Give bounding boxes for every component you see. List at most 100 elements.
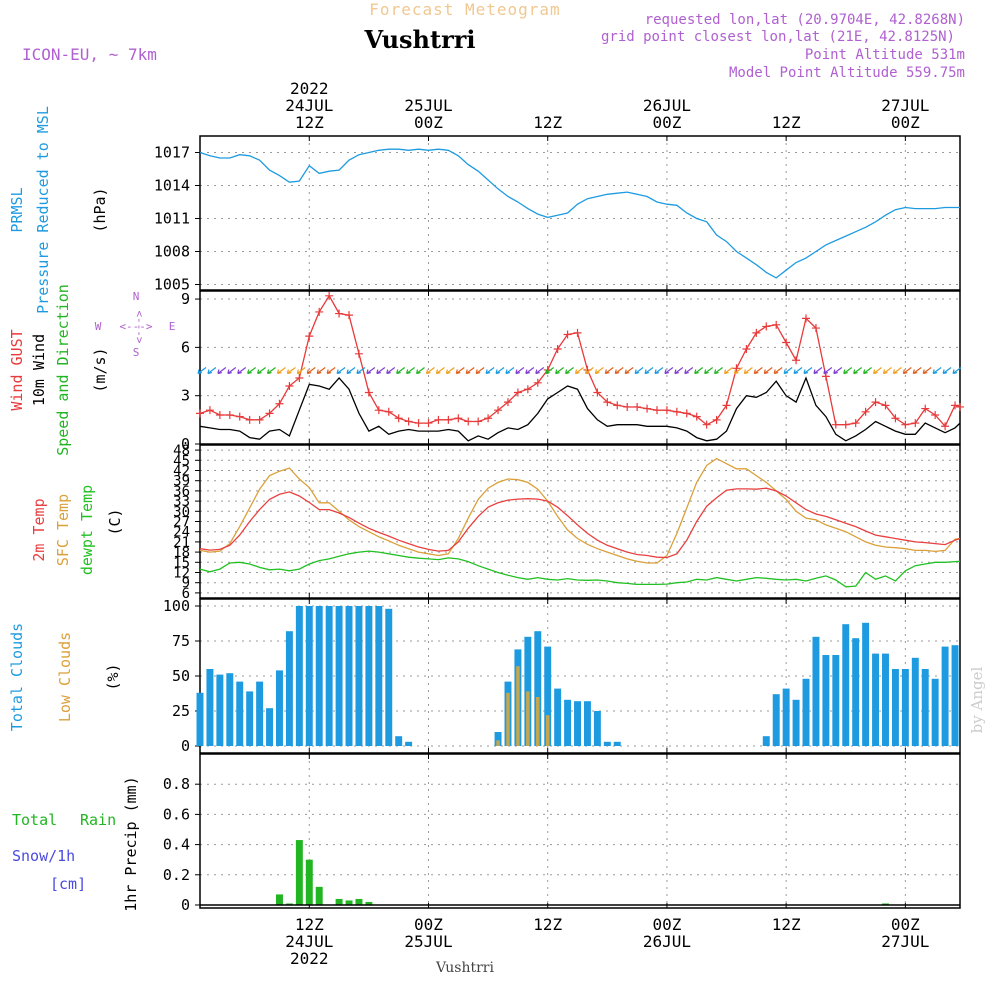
wind-direction-arrow bbox=[634, 367, 644, 375]
rain-bar bbox=[295, 840, 303, 905]
wind-direction-arrow bbox=[257, 367, 266, 375]
wind-direction-arrow bbox=[783, 367, 793, 375]
wind-direction-arrow bbox=[276, 367, 286, 375]
total-cloud-bar bbox=[762, 736, 770, 746]
wind-direction-arrow bbox=[247, 367, 257, 375]
wind-direction-arrow bbox=[346, 367, 356, 375]
y-tick-label: 0 bbox=[181, 435, 190, 453]
total-cloud-bar bbox=[375, 606, 383, 746]
clouds-panel: 0 25 50 75 100 bbox=[163, 597, 961, 755]
wind-direction-arrow bbox=[912, 367, 922, 375]
y-tick-label: 0.8 bbox=[163, 775, 190, 793]
wind-direction-arrow bbox=[505, 367, 515, 375]
total-cloud-bar bbox=[276, 670, 283, 746]
y-tick-label: 3 bbox=[181, 387, 190, 405]
compass-west: W bbox=[95, 320, 102, 333]
total-cloud-bar bbox=[593, 711, 601, 746]
wind-direction-arrow bbox=[485, 367, 495, 375]
wind-gust-point bbox=[474, 417, 483, 426]
wind-gust-point bbox=[374, 406, 383, 415]
temp-label-sfc: SFC Temp bbox=[54, 494, 72, 566]
total-cloud-bar bbox=[891, 669, 899, 746]
wind-gust-point bbox=[652, 406, 661, 415]
y-tick-label: 0.6 bbox=[163, 805, 190, 823]
wind-gust-point bbox=[662, 406, 671, 415]
wind-direction-arrow bbox=[694, 367, 704, 375]
wind-direction-arrow bbox=[296, 367, 306, 375]
wind-gust-point bbox=[414, 419, 423, 428]
total-cloud-bar bbox=[385, 608, 393, 746]
model-label: ICON-EU, ~ 7km bbox=[22, 45, 157, 64]
precip-label-rain: Rain bbox=[80, 811, 116, 829]
y-tick-label: 1008 bbox=[154, 243, 190, 261]
wind-gust-point bbox=[881, 401, 890, 410]
wind-label-gust: Wind GUST bbox=[8, 329, 26, 410]
total-cloud-bar bbox=[544, 646, 552, 746]
rain-bar bbox=[315, 886, 323, 905]
wind-gust-point bbox=[831, 420, 840, 429]
total-cloud-bar bbox=[564, 699, 572, 746]
total-cloud-bar bbox=[196, 692, 204, 746]
pressure-line bbox=[199, 148, 960, 279]
wind-gust-point bbox=[523, 385, 532, 394]
total-cloud-bar bbox=[335, 606, 343, 746]
total-cloud-bar bbox=[315, 606, 323, 746]
rain-bar bbox=[276, 894, 283, 905]
wind-gust-point bbox=[941, 422, 950, 431]
total-cloud-bar bbox=[951, 645, 959, 746]
wind-gust-point bbox=[593, 388, 602, 397]
wind-direction-arrow bbox=[396, 367, 406, 375]
y-tick-label: 48 bbox=[173, 443, 190, 459]
y-tick-label: 1014 bbox=[154, 177, 190, 195]
bottom-time-label: 00Z bbox=[891, 915, 920, 934]
wind-direction-arrow bbox=[465, 367, 475, 375]
wind-direction-arrow bbox=[823, 367, 833, 375]
wind-gust-point bbox=[494, 406, 503, 415]
wind-direction-arrow bbox=[574, 367, 584, 375]
wind-speed-line bbox=[199, 376, 961, 442]
precip-panel: 0 0.2 0.4 0.6 0.8 bbox=[163, 753, 961, 914]
wind-gust-point bbox=[742, 344, 751, 353]
wind-gust-point bbox=[811, 324, 820, 333]
wind-gust-point bbox=[682, 409, 691, 418]
wind-direction-arrow bbox=[535, 367, 545, 375]
wind-gust-point bbox=[444, 415, 453, 424]
wind-gust-point bbox=[802, 314, 811, 323]
wind-gust-point bbox=[464, 417, 473, 426]
rain-bar bbox=[285, 903, 293, 905]
total-cloud-bar bbox=[613, 741, 621, 746]
y-tick-label: 33 bbox=[173, 494, 190, 510]
wind-gust-point bbox=[712, 415, 721, 424]
wind-gust-point bbox=[533, 378, 542, 387]
panel-frame bbox=[199, 598, 961, 754]
y-tick-label: 45 bbox=[173, 453, 190, 469]
rain-bar bbox=[345, 900, 353, 905]
top-time-label: 2022 bbox=[290, 79, 329, 98]
wind-direction-arrow bbox=[763, 367, 773, 375]
compass-ns-arrow: <---> bbox=[133, 310, 146, 343]
wind-direction-arrow bbox=[932, 367, 942, 375]
total-cloud-bar bbox=[494, 732, 502, 746]
precip-label-cm: [cm] bbox=[50, 875, 86, 893]
wind-gust-point bbox=[434, 415, 443, 424]
info-point-altitude: Point Altitude 531m bbox=[805, 47, 965, 63]
wind-direction-arrow bbox=[604, 367, 614, 375]
total-cloud-bar bbox=[285, 631, 293, 746]
wind-gust-point bbox=[821, 372, 830, 381]
meteogram-subtitle: Forecast Meteogram bbox=[369, 0, 560, 19]
y-tick-label: 75 bbox=[172, 632, 190, 650]
wind-gust-point bbox=[484, 414, 493, 423]
wind-direction-arrow bbox=[753, 367, 763, 375]
total-cloud-bar bbox=[216, 674, 224, 746]
info-model-altitude: Model Point Altitude 559.75m bbox=[729, 65, 965, 81]
temp-2m-line bbox=[199, 487, 961, 559]
wind-direction-arrow bbox=[733, 367, 743, 375]
wind-gust-point bbox=[345, 311, 354, 320]
low-cloud-bar bbox=[496, 740, 500, 746]
wind-gust-point bbox=[792, 356, 801, 365]
total-cloud-bar bbox=[812, 636, 820, 746]
wind-direction-arrow bbox=[286, 367, 296, 375]
wind-label-direction: Speed and Direction bbox=[54, 284, 72, 456]
low-cloud-bar bbox=[545, 715, 550, 746]
